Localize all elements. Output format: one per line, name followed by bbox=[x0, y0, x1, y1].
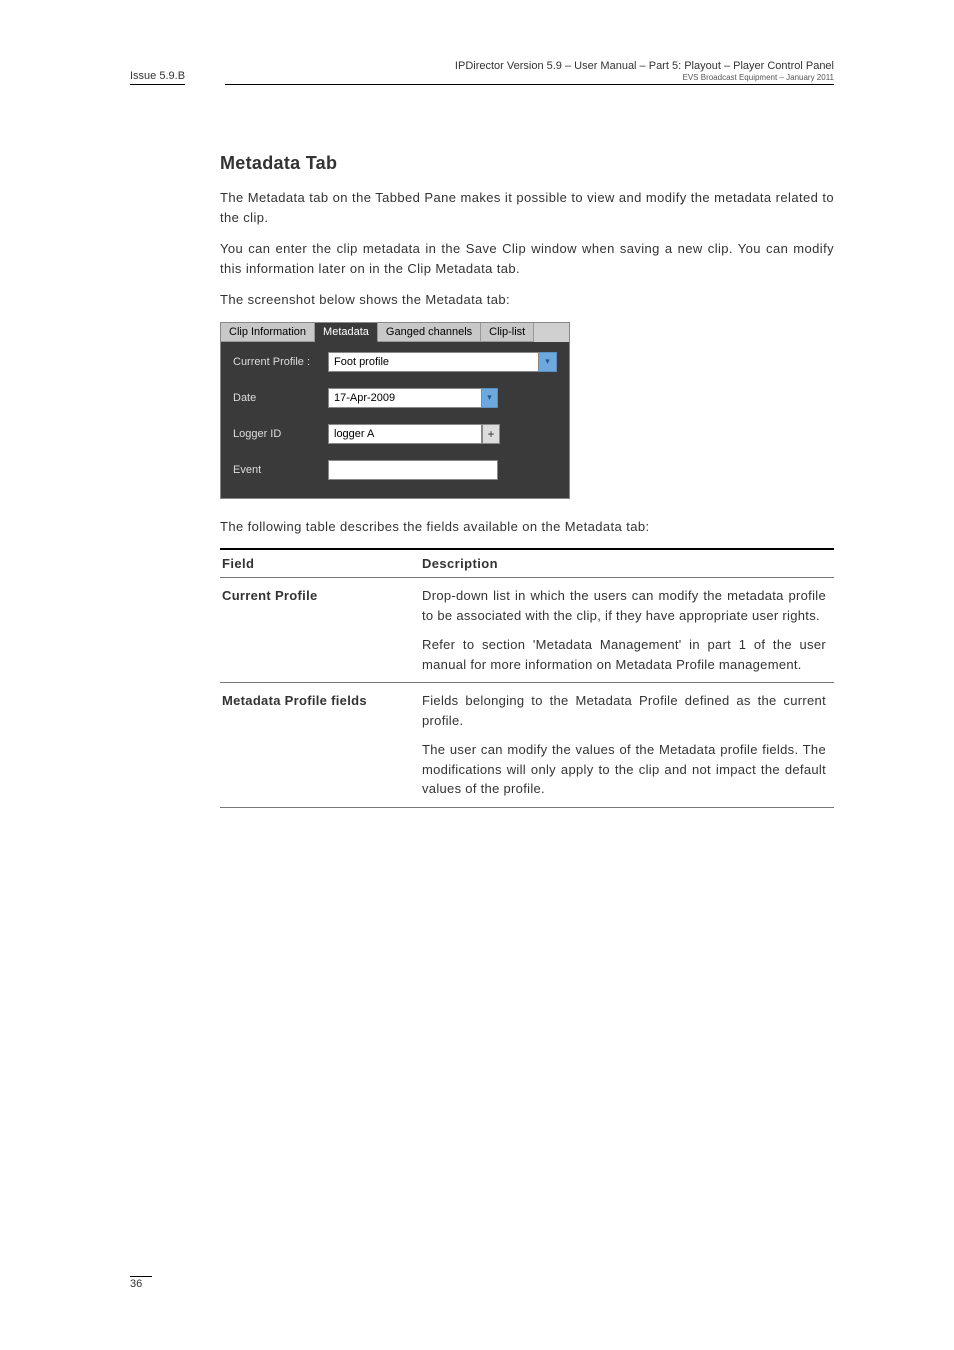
date-input[interactable] bbox=[328, 388, 482, 408]
label-event: Event bbox=[233, 464, 328, 476]
label-current-profile: Current Profile : bbox=[233, 356, 328, 368]
tab-ganged-channels[interactable]: Ganged channels bbox=[378, 323, 481, 342]
row2-p1: Fields belonging to the Metadata Profile… bbox=[422, 691, 826, 730]
fields-table: Field Description Current Profile Drop-d… bbox=[220, 548, 834, 808]
label-logger-id: Logger ID bbox=[233, 428, 328, 440]
current-profile-input[interactable] bbox=[328, 352, 539, 372]
row1-p1: Drop-down list in which the users can mo… bbox=[422, 586, 826, 625]
cell-desc-metadata-profile: Fields belonging to the Metadata Profile… bbox=[420, 683, 834, 808]
row2-p2: The user can modify the values of the Me… bbox=[422, 740, 826, 799]
cell-field-current-profile: Current Profile bbox=[220, 578, 420, 683]
logger-id-add-button[interactable]: + bbox=[482, 424, 500, 444]
label-date: Date bbox=[233, 392, 328, 404]
metadata-tab-screenshot: Clip Information Metadata Ganged channel… bbox=[220, 322, 570, 499]
paragraph-3: The screenshot below shows the Metadata … bbox=[220, 290, 834, 310]
date-dropdown-icon[interactable]: ▾ bbox=[482, 388, 498, 408]
cell-field-metadata-profile: Metadata Profile fields bbox=[220, 683, 420, 808]
current-profile-dropdown-icon[interactable]: ▾ bbox=[539, 352, 557, 372]
tab-metadata[interactable]: Metadata bbox=[315, 323, 378, 342]
tab-clip-information[interactable]: Clip Information bbox=[221, 323, 315, 342]
event-input[interactable] bbox=[328, 460, 498, 480]
section-heading: Metadata Tab bbox=[220, 153, 834, 174]
paragraph-4: The following table describes the fields… bbox=[220, 517, 834, 537]
header-rule-right bbox=[225, 84, 834, 85]
logger-id-input[interactable] bbox=[328, 424, 482, 444]
header-subtitle: EVS Broadcast Equipment – January 2011 bbox=[225, 73, 834, 82]
row1-p2: Refer to section 'Metadata Management' i… bbox=[422, 635, 826, 674]
header-title: IPDirector Version 5.9 – User Manual – P… bbox=[225, 60, 834, 72]
page-number: 36 bbox=[130, 1276, 152, 1290]
col-header-field: Field bbox=[220, 549, 420, 578]
table-row: Metadata Profile fields Fields belonging… bbox=[220, 683, 834, 808]
header-rule-left bbox=[130, 84, 185, 85]
tab-clip-list[interactable]: Clip-list bbox=[481, 323, 534, 342]
tab-bar: Clip Information Metadata Ganged channel… bbox=[221, 323, 569, 342]
cell-desc-current-profile: Drop-down list in which the users can mo… bbox=[420, 578, 834, 683]
col-header-description: Description bbox=[420, 549, 834, 578]
table-row: Current Profile Drop-down list in which … bbox=[220, 578, 834, 683]
paragraph-1: The Metadata tab on the Tabbed Pane make… bbox=[220, 188, 834, 227]
paragraph-2: You can enter the clip metadata in the S… bbox=[220, 239, 834, 278]
header-issue: Issue 5.9.B bbox=[130, 70, 185, 82]
